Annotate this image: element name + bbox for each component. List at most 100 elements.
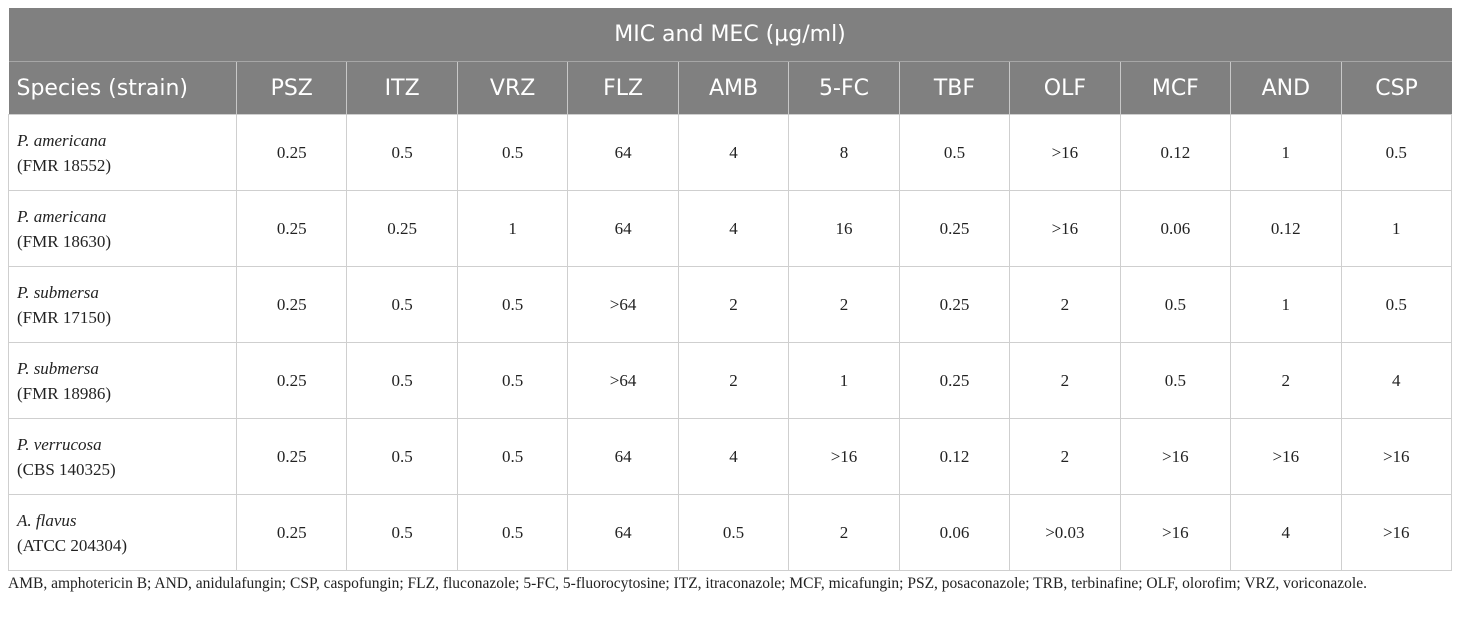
value-cell: >64 [567,342,679,419]
table-row: P. submersa (FMR 18986) 0.25 0.5 0.5 >64 2 1 0.2… [8,342,1453,419]
value-cell: >16 [1230,418,1342,495]
column-header: TBF [898,61,1010,115]
value-cell: 2 [788,494,900,571]
value-cell: 0.25 [898,342,1011,419]
table-row: P. americana (FMR 18630) 0.25 0.25 1 64 4 16 0.2… [8,190,1453,267]
species-name: P. submersa [17,358,99,378]
species-cell: P. americana (FMR 18552) [8,114,237,191]
value-cell: >16 [1119,494,1232,571]
column-row: Species (strain) PSZ ITZ VRZ FLZ AMB 5-FC TBF OL… [8,61,1452,115]
table-row: P. verrucosa (CBS 140325) 0.25 0.5 0.5 64 4 >16… [8,418,1453,495]
strain: (FMR 18630) [17,231,111,251]
value-cell: 0.5 [1119,266,1232,343]
value-cell: 2 [1009,418,1121,495]
value-cell: 16 [788,190,900,267]
species-cell: P. verrucosa (CBS 140325) [8,418,237,495]
column-header: AMB [677,61,789,115]
value-cell: 0.5 [346,342,458,419]
value-cell: 0.5 [346,114,458,191]
value-cell: 0.25 [235,114,348,191]
value-cell: 0.5 [456,342,569,419]
value-cell: 0.25 [346,190,458,267]
species-cell: P. submersa (FMR 17150) [8,266,237,343]
table-row: P. americana (FMR 18552) 0.25 0.5 0.5 64 4 8 0.5… [8,114,1453,191]
value-cell: 4 [677,418,790,495]
species-name: A. flavus [17,510,77,530]
column-header: CSP [1340,61,1452,115]
value-cell: 0.5 [1119,342,1232,419]
value-cell: 0.5 [456,494,569,571]
value-cell: 4 [1340,342,1453,419]
strain: (FMR 18986) [17,383,111,403]
value-cell: 64 [567,418,679,495]
column-header: MCF [1119,61,1231,115]
value-cell: 1 [788,342,900,419]
value-cell: 1 [456,190,569,267]
value-cell: 0.12 [1119,114,1232,191]
value-cell: 2 [1009,342,1121,419]
value-cell: 2 [1230,342,1342,419]
value-cell: >0.03 [1009,494,1121,571]
table-row: P. submersa (FMR 17150) 0.25 0.5 0.5 >64 2 2 0.2… [8,266,1453,343]
species-name: P. verrucosa [17,434,102,454]
value-cell: 0.25 [235,190,348,267]
species-name: P. americana [17,206,107,226]
column-header: VRZ [456,61,568,115]
value-cell: 0.5 [346,418,458,495]
table-body: P. americana (FMR 18552) 0.25 0.5 0.5 64 4 8 0.5… [8,114,1453,571]
species-cell: P. americana (FMR 18630) [8,190,237,267]
column-header: PSZ [235,61,347,115]
title-row: MIC and MEC (µg/ml) [8,8,1452,62]
column-header: ITZ [346,61,458,115]
table-head: MIC and MEC (µg/ml) Species (strain) PSZ I… [8,8,1452,115]
value-cell: 0.25 [235,266,348,343]
value-cell: 0.12 [898,418,1011,495]
value-cell: 2 [788,266,900,343]
strain: (ATCC 204304) [17,535,128,555]
value-cell: 1 [1230,266,1342,343]
species-name: P. americana [17,130,107,150]
column-header: 5-FC [788,61,900,115]
species-cell: P. submersa (FMR 18986) [8,342,237,419]
value-cell: 0.06 [898,494,1011,571]
value-cell: 0.5 [1340,114,1453,191]
species-name: P. submersa [17,282,99,302]
strain: (FMR 17150) [17,307,111,327]
column-header: OLF [1009,61,1121,115]
value-cell: >16 [1340,418,1453,495]
value-cell: 0.12 [1230,190,1342,267]
value-cell: 4 [677,114,790,191]
value-cell: 2 [677,266,790,343]
value-cell: >16 [788,418,900,495]
value-cell: 64 [567,190,679,267]
value-cell: 0.5 [677,494,790,571]
value-cell: 0.25 [235,342,348,419]
value-cell: 0.5 [456,266,569,343]
column-header: AND [1230,61,1342,115]
value-cell: >16 [1009,190,1121,267]
value-cell: 64 [567,114,679,191]
value-cell: 1 [1340,190,1453,267]
value-cell: 4 [1230,494,1342,571]
value-cell: 0.06 [1119,190,1232,267]
column-header: FLZ [567,61,679,115]
value-cell: 64 [567,494,679,571]
value-cell: 2 [677,342,790,419]
strain: (CBS 140325) [17,459,116,479]
strain: (FMR 18552) [17,155,111,175]
mic-table: MIC and MEC (µg/ml) Species (strain) PSZ I… [8,8,1453,571]
value-cell: >16 [1009,114,1121,191]
value-cell: 0.25 [235,418,348,495]
value-cell: >16 [1340,494,1453,571]
value-cell: 0.5 [1340,266,1453,343]
value-cell: 8 [788,114,900,191]
species-cell: A. flavus (ATCC 204304) [8,494,237,571]
value-cell: 0.5 [456,418,569,495]
value-cell: 2 [1009,266,1121,343]
value-cell: >16 [1119,418,1232,495]
table-title: MIC and MEC (µg/ml) [8,8,1452,62]
value-cell: 0.5 [456,114,569,191]
value-cell: 4 [677,190,790,267]
value-cell: 0.5 [898,114,1011,191]
